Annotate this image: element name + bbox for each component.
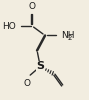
- Text: 2: 2: [68, 35, 72, 41]
- Text: NH: NH: [61, 31, 74, 40]
- Text: O: O: [29, 2, 36, 11]
- Text: S: S: [36, 62, 44, 72]
- Text: O: O: [24, 79, 31, 88]
- Text: HO: HO: [2, 22, 15, 31]
